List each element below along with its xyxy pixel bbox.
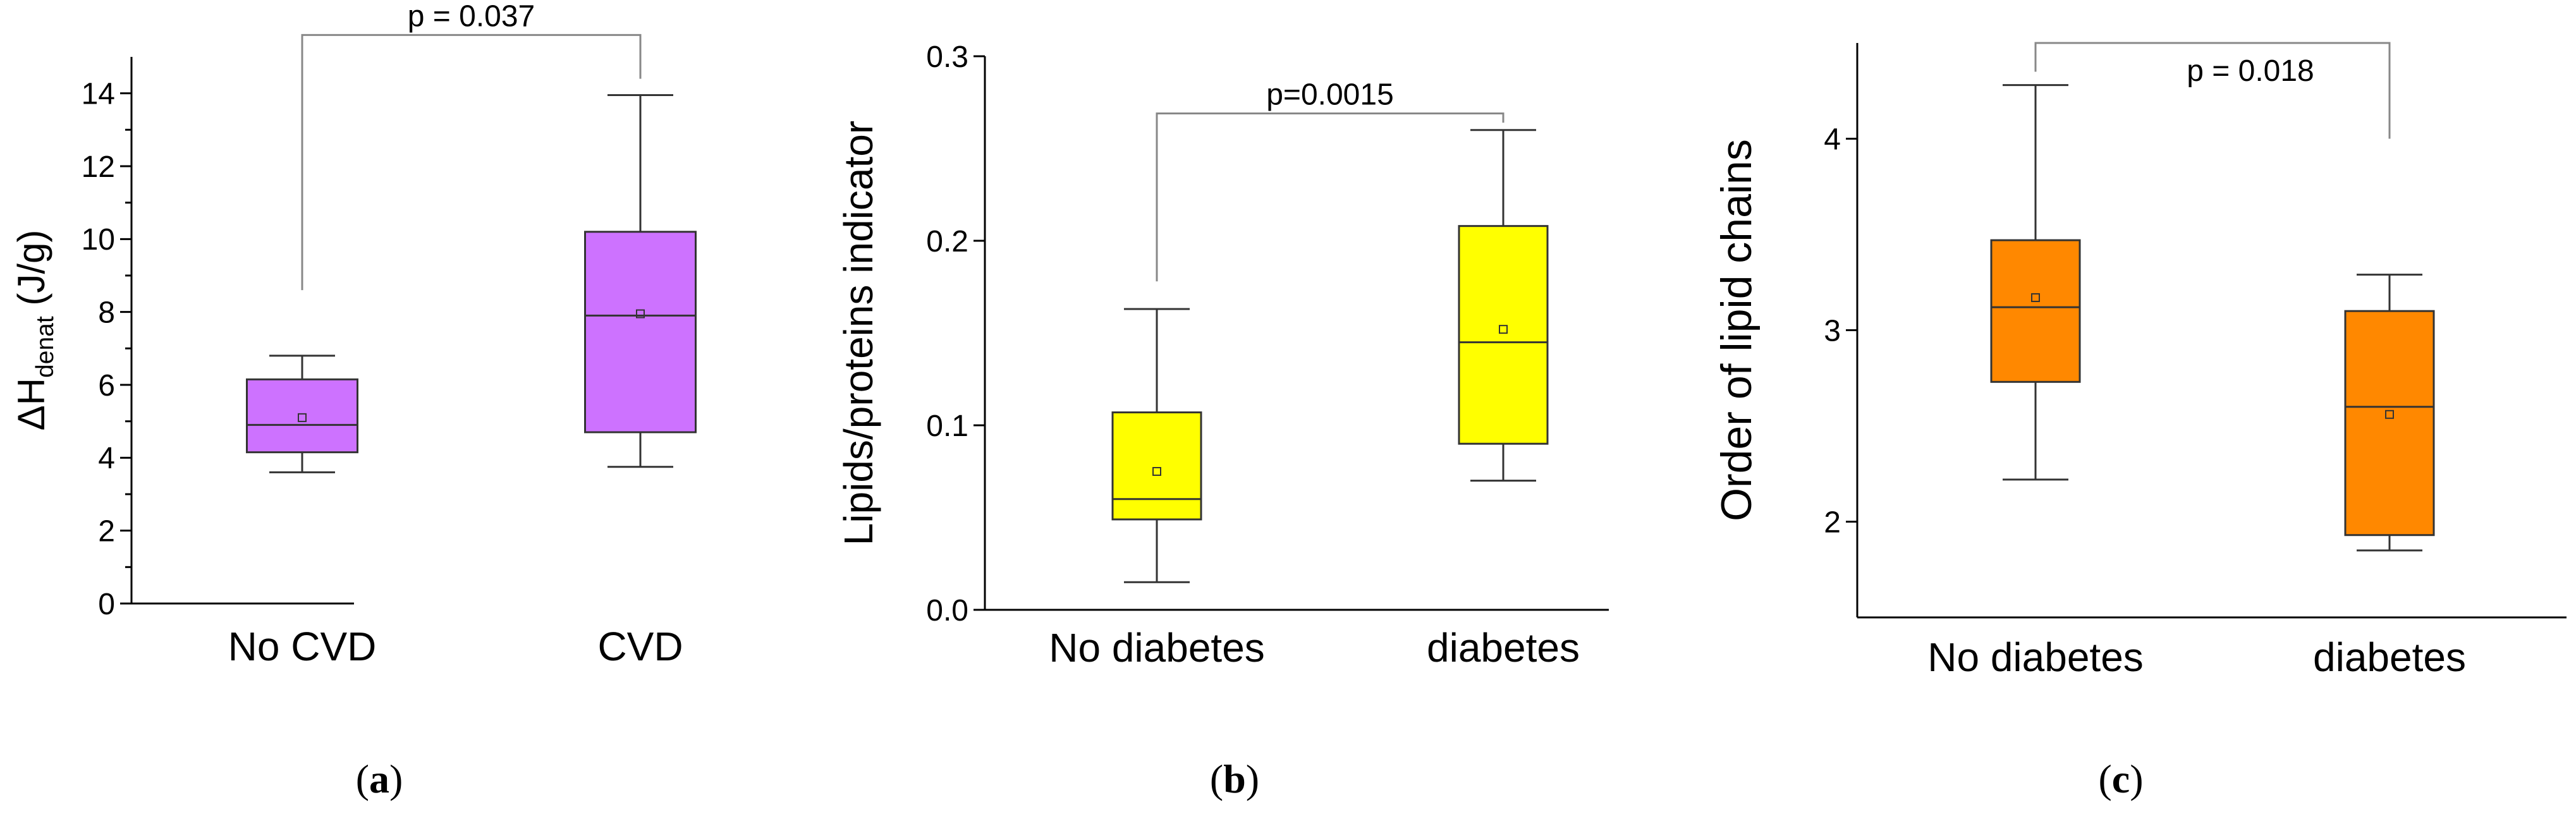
y-tick-label: 4: [1824, 123, 1841, 156]
mean-marker: [298, 413, 307, 422]
y-tick-label: 0.2: [926, 225, 968, 258]
box-1: [1990, 84, 2081, 481]
iqr-box: [1990, 239, 2081, 383]
significance-bracket: [1156, 112, 1505, 282]
y-axis-label-main: Lipids/proteins indicator: [836, 121, 881, 545]
iqr-box: [1111, 411, 1202, 521]
panel-label-b: (b): [1209, 756, 1260, 801]
y-axis-label-main: ΔH: [10, 378, 52, 430]
y-tick-label: 4: [98, 442, 115, 475]
y-tick-label: 2: [1824, 506, 1841, 539]
y-tick-label: 14: [82, 77, 115, 111]
y-tick-label: 3: [1824, 314, 1841, 348]
box-2: [1458, 129, 1549, 482]
mean-marker: [2385, 410, 2394, 419]
x-category-label: diabetes: [1427, 625, 1580, 670]
box-1: [1111, 308, 1202, 583]
significance-label: p=0.0015: [1266, 78, 1394, 112]
y-tick-label: 0.3: [926, 40, 968, 74]
x-category-label: No diabetes: [1049, 625, 1265, 670]
y-axis-label: ΔHdenat (J/g): [10, 230, 59, 431]
y-axis-label-main: Order of lipid chains: [1712, 139, 1761, 521]
y-axis-label: Order of lipid chains: [1712, 139, 1761, 521]
significance-label: p = 0.037: [408, 0, 535, 33]
y-axis-label-unit: (J/g): [10, 230, 52, 317]
box-2: [2344, 274, 2435, 552]
x-category-label: No CVD: [228, 624, 377, 669]
significance-bracket: [2034, 42, 2391, 139]
y-tick-label: 0: [98, 588, 115, 621]
chart-panel-c: 2 3 4 Order of lipid chains No diabetes diabe…: [1712, 42, 2567, 680]
chart-panel-a: 0 2 4 6 8 10 12 14 ΔHdenat (J/g) No CVD CVD p = 0.0…: [10, 0, 697, 669]
y-tick-label: 12: [82, 150, 115, 184]
iqr-box: [2344, 310, 2435, 537]
panel-label-c: (c): [2098, 756, 2144, 801]
panel-label-a: (a): [355, 756, 403, 801]
chart-panel-b: 0.0 0.1 0.2 0.3 Lipids/proteins indicator No …: [836, 40, 1609, 670]
iqr-box: [584, 231, 697, 434]
y-axis-label: Lipids/proteins indicator: [836, 121, 881, 545]
y-tick-label: 0.1: [926, 410, 968, 443]
y-axis-label-subscript: denat: [32, 316, 59, 378]
y-tick-label: 10: [82, 223, 115, 257]
mean-marker: [636, 309, 645, 318]
box-2: [584, 94, 697, 468]
y-tick-label: 6: [98, 369, 115, 403]
iqr-box: [246, 378, 358, 454]
significance-bracket: [301, 33, 642, 291]
y-tick-label: 0.0: [926, 594, 968, 628]
mean-marker: [1152, 467, 1161, 476]
mean-marker: [2031, 293, 2040, 302]
significance-label: p = 0.018: [2187, 54, 2314, 88]
y-tick-label: 8: [98, 296, 115, 329]
x-category-label: No diabetes: [1927, 634, 2144, 680]
y-tick-label: 2: [98, 514, 115, 548]
mean-marker: [1499, 325, 1508, 334]
x-category-label: diabetes: [2313, 634, 2466, 680]
x-category-label: CVD: [597, 624, 683, 669]
iqr-box: [1458, 225, 1549, 445]
box-1: [246, 355, 358, 473]
